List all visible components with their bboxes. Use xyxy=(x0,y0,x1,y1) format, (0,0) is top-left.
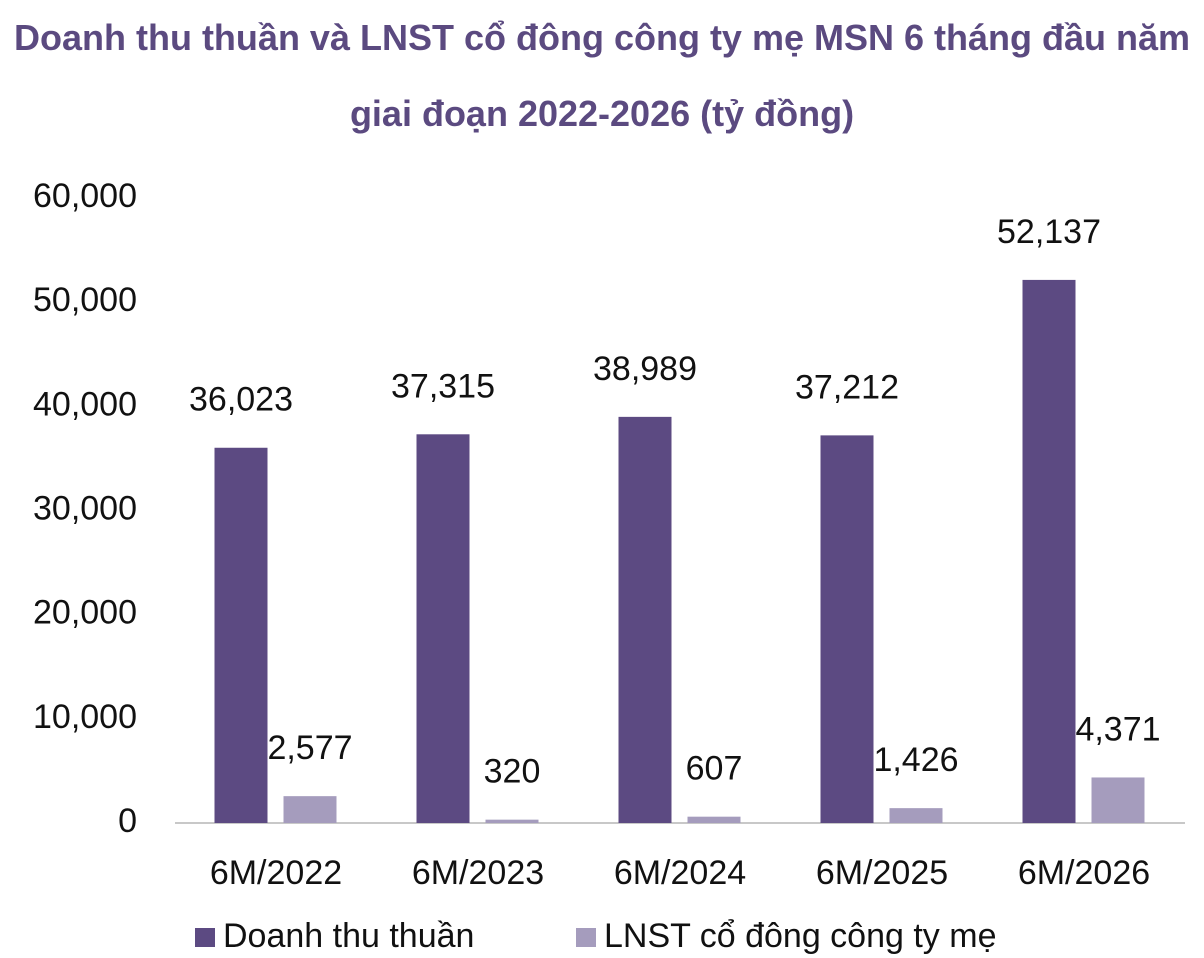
x-tick-label: 6M/2024 xyxy=(614,854,746,892)
y-tick-label: 40,000 xyxy=(33,385,137,423)
bar xyxy=(889,808,943,823)
x-tick-label: 6M/2025 xyxy=(816,854,948,892)
legend-swatch xyxy=(195,928,215,947)
value-label: 38,989 xyxy=(593,350,697,388)
y-tick-label: 30,000 xyxy=(33,489,137,527)
y-tick-label: 20,000 xyxy=(33,594,137,632)
value-label: 1,426 xyxy=(873,741,958,779)
value-label: 37,315 xyxy=(391,367,495,405)
bar xyxy=(687,816,741,823)
y-tick-label: 10,000 xyxy=(33,698,137,736)
bar xyxy=(485,819,539,823)
legend-swatch xyxy=(576,928,596,947)
x-tick-label: 6M/2022 xyxy=(210,854,342,892)
chart-title: Doanh thu thuần và LNST cổ đông công ty … xyxy=(13,17,1191,134)
bar xyxy=(214,447,268,823)
value-label: 2,577 xyxy=(267,729,352,767)
value-label: 36,023 xyxy=(189,381,293,419)
value-label: 52,137 xyxy=(997,213,1101,251)
bar xyxy=(820,435,874,823)
legend-label: LNST cổ đông công ty mẹ xyxy=(604,917,996,955)
bar xyxy=(618,416,672,823)
value-label: 607 xyxy=(686,750,743,788)
bar xyxy=(416,434,470,823)
value-label: 37,212 xyxy=(795,368,899,406)
x-tick-label: 6M/2026 xyxy=(1018,854,1150,892)
y-tick-label: 50,000 xyxy=(33,281,137,319)
legend-label: Doanh thu thuần xyxy=(223,917,474,955)
value-label: 320 xyxy=(484,753,541,791)
bar xyxy=(1022,279,1076,823)
y-tick-label: 60,000 xyxy=(33,177,137,215)
value-label: 4,371 xyxy=(1075,710,1160,748)
x-tick-label: 6M/2023 xyxy=(412,854,544,892)
y-tick-label: 0 xyxy=(118,802,137,840)
bar xyxy=(283,796,337,823)
bar xyxy=(1091,777,1145,823)
